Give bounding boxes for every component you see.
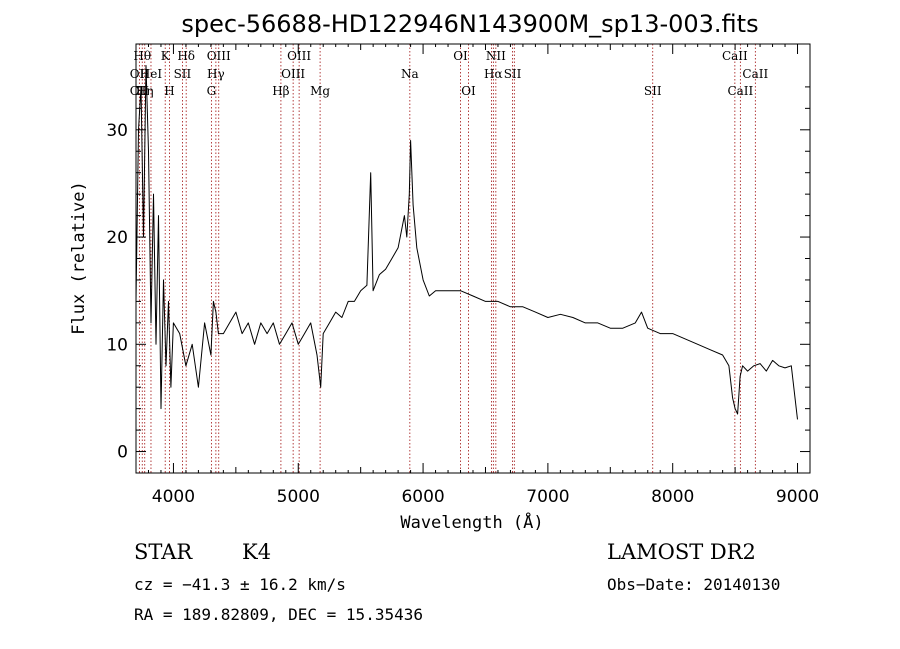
line-label-8: OII [130,67,150,81]
y-axis-label: Flux (relative) [69,181,89,335]
line-label-21: Hβ [272,84,289,98]
line-label-20: G [207,84,217,98]
line-label-6: NII [486,49,506,63]
y-tick-label-0: 0 [117,443,128,463]
line-label-23: OI [461,84,476,98]
line-label-5: OI [453,49,468,63]
spectrum-series [135,65,798,420]
line-label-16: CaII [742,67,768,81]
x-tick-label-5000: 5000 [277,487,320,507]
spectrum-line [135,65,798,420]
line-label-1: K [161,49,171,63]
x-axis-label: Wavelength (Å) [400,511,543,533]
line-label-4: OIII [287,49,311,63]
x-tick-label-7000: 7000 [526,487,569,507]
line-label-19: H [164,84,174,98]
x-tick-label-4000: 4000 [152,487,195,507]
observation-date: Obs−Date: 20140130 [607,575,780,594]
line-label-0: Hθ [133,49,151,63]
footer-info: STAR K4 LAMOST DR2 cz = −41.3 ± 16.2 km/… [134,540,780,624]
object-class: STAR [134,540,193,564]
line-label-9: HeI [140,67,163,81]
line-label-2: Hδ [177,49,195,63]
redshift-cz: cz = −41.3 ± 16.2 km/s [134,575,346,594]
line-label-15: SII [504,67,522,81]
line-label-10: SII [174,67,192,81]
line-label-3: OIII [207,49,231,63]
line-label-18: Hη [136,84,154,98]
x-tick-label-6000: 6000 [401,487,444,507]
line-label-13: Na [401,67,419,81]
line-label-17: OII [130,84,150,98]
line-label-7: CaII [722,49,748,63]
x-tick-label-8000: 8000 [651,487,694,507]
line-label-24: SII [644,84,662,98]
chart-title: spec-56688-HD122946N143900M_sp13-003.fit… [181,10,758,38]
line-label-11: Hγ [207,67,225,81]
spectral-line-markers [138,44,756,473]
plot-frame [135,43,811,474]
survey-name: LAMOST DR2 [607,540,756,564]
y-axis-ticks: 0 10 20 30 [106,86,810,463]
x-axis-ticks: 4000 5000 6000 7000 8000 9000 [135,44,819,507]
x-tick-label-9000: 9000 [776,487,819,507]
line-label-14: Hα [484,67,503,81]
line-label-12: OIII [281,67,305,81]
line-label-25: CaII [727,84,753,98]
y-tick-label-20: 20 [106,228,128,248]
subclass: K4 [242,540,271,564]
y-tick-label-30: 30 [106,121,128,141]
coordinates: RA = 189.82809, DEC = 15.35436 [134,605,423,624]
line-label-22: Mg [310,84,330,98]
y-tick-label-10: 10 [106,335,128,355]
